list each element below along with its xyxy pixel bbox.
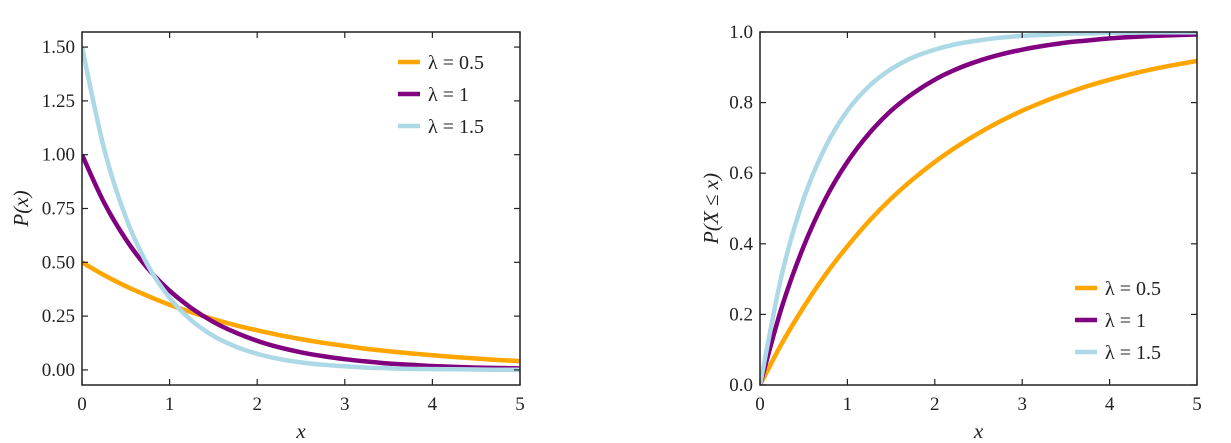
legend-label: λ = 0.5 [1105, 278, 1161, 300]
y-tick-label: 0.8 [729, 93, 753, 114]
y-tick-label: 0.4 [729, 234, 753, 255]
x-tick-label: 4 [428, 394, 438, 415]
y-tick-label: 1.50 [42, 37, 75, 58]
x-tick-label: 4 [1105, 394, 1115, 415]
x-tick-label: 1 [843, 394, 853, 415]
x-tick-label: 2 [252, 394, 262, 415]
legend-label: λ = 1 [1105, 310, 1146, 332]
legend: λ = 0.5 λ = 1 λ = 1.5 [1075, 278, 1161, 364]
y-axis-label: P(x) [9, 190, 33, 227]
series-line-0 [760, 58, 1197, 385]
x-tick-label: 5 [1192, 394, 1202, 415]
x-tick-label: 2 [930, 394, 940, 415]
x-tick-label: 3 [340, 394, 350, 415]
y-tick-label: 0.75 [42, 199, 75, 220]
series-line-2 [82, 46, 520, 372]
y-tick-label: 1.0 [729, 22, 753, 43]
cdf-plot: 0 1 2 3 4 5 0.0 0.2 0.4 0.6 0.8 1.0 x P(X ≤ x) λ = 0.5… [699, 22, 1202, 443]
y-tick-label: 1.25 [42, 91, 75, 112]
axes-frame [759, 31, 1198, 386]
series-line-2 [760, 32, 1197, 385]
x-axis-label: x [295, 419, 306, 443]
series-line-1 [760, 32, 1197, 385]
legend-label: λ = 1.5 [1105, 342, 1161, 364]
legend-label: λ = 1 [428, 84, 469, 106]
x-tick-label: 5 [515, 394, 525, 415]
legend-label: λ = 0.5 [428, 52, 484, 74]
y-tick-label: 1.00 [42, 145, 75, 166]
y-axis-label: P(X ≤ x) [699, 173, 723, 245]
y-tick-label: 0.2 [729, 304, 753, 325]
y-tick-label: 0.0 [729, 375, 753, 396]
y-tick-label: 0.00 [42, 360, 75, 381]
y-tick-label: 0.25 [42, 306, 75, 327]
x-tick-label: 3 [1017, 394, 1027, 415]
y-tick-label: 0.6 [729, 163, 753, 184]
x-tick-label: 1 [165, 394, 175, 415]
x-tick-label: 0 [755, 394, 765, 415]
legend-label: λ = 1.5 [428, 116, 484, 138]
pdf-plot: 0 1 2 3 4 5 0.00 0.25 0.50 0.75 1.00 1.25 1.50 x P(x) λ… [9, 31, 525, 443]
y-tick-label: 0.50 [42, 252, 75, 273]
x-axis-label: x [973, 419, 984, 443]
legend: λ = 0.5 λ = 1 λ = 1.5 [398, 52, 484, 138]
series-line-0 [82, 260, 520, 364]
x-tick-label: 0 [77, 394, 87, 415]
